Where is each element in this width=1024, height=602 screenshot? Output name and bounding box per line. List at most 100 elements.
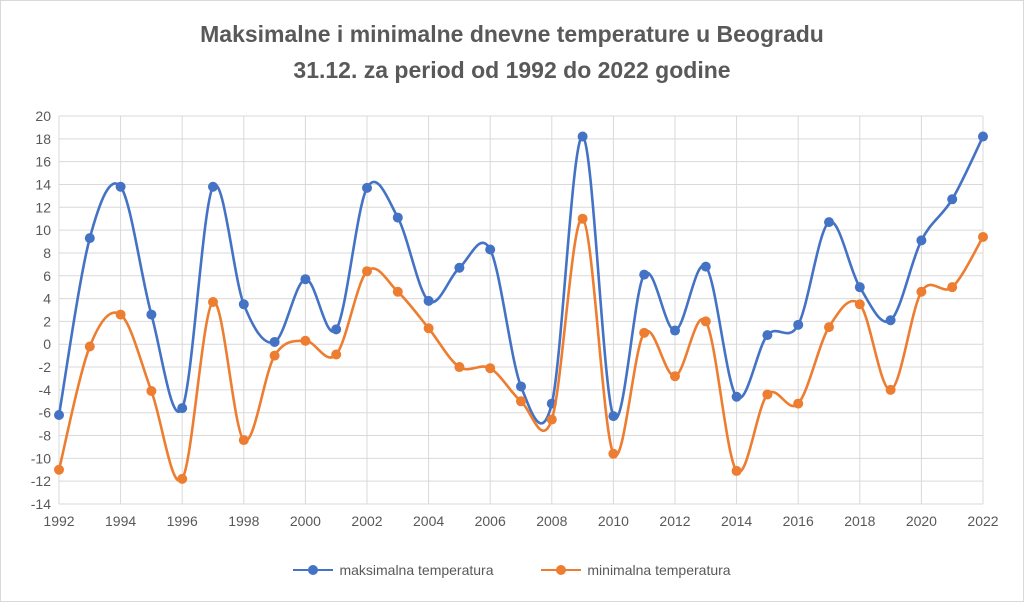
y-tick-label: 10: [35, 222, 51, 238]
min-point-2005: [454, 362, 465, 373]
min-point-2011: [639, 327, 650, 338]
y-tick-label: -14: [31, 496, 51, 512]
max-point-2005: [454, 262, 465, 273]
max-point-2015: [762, 330, 773, 341]
legend-entry-max: maksimalna temperatura: [293, 562, 494, 578]
max-point-2007: [516, 381, 526, 392]
min-point-1996: [177, 473, 188, 484]
x-tick-label: 1994: [105, 513, 136, 529]
max-point-1999: [269, 336, 280, 347]
legend: maksimalna temperatura minimalna tempera…: [1, 562, 1023, 579]
min-point-2018: [854, 299, 865, 310]
max-point-1997: [208, 181, 218, 192]
x-tick-label: 2008: [536, 513, 567, 529]
x-tick-label: 2020: [906, 513, 937, 529]
x-tick-label: 2000: [290, 513, 321, 529]
y-tick-label: 14: [35, 176, 51, 192]
min-point-1995: [146, 386, 157, 397]
min-point-1992: [54, 464, 64, 475]
max-point-2002: [362, 182, 372, 193]
min-point-2004: [423, 323, 434, 334]
min-point-1999: [269, 350, 280, 361]
chart-title-line-1: Maksimalne i minimalne dnevne temperatur…: [200, 21, 824, 47]
y-tick-label: 16: [35, 154, 51, 170]
y-tick-label: 6: [43, 268, 51, 284]
legend-label-max: maksimalna temperatura: [339, 562, 494, 578]
max-point-1998: [238, 299, 249, 310]
x-tick-label: 2012: [659, 513, 690, 529]
min-point-2022: [978, 231, 988, 242]
y-tick-label: 18: [35, 131, 51, 147]
min-point-2008: [546, 414, 557, 425]
y-tick-label: 0: [43, 336, 51, 352]
x-tick-label: 1996: [167, 513, 198, 529]
x-tick-label: 2006: [475, 513, 506, 529]
min-point-2001: [331, 349, 342, 360]
min-point-2012: [670, 371, 680, 382]
y-tick-label: 4: [43, 291, 51, 307]
y-tick-label: -8: [39, 428, 52, 444]
min-point-2013: [700, 316, 711, 327]
max-point-1995: [146, 309, 157, 320]
x-tick-label: 2010: [598, 513, 629, 529]
min-point-2020: [916, 286, 927, 297]
min-point-2010: [608, 448, 619, 459]
max-point-2016: [793, 319, 804, 330]
series-line-min: [57, 217, 985, 483]
min-point-2000: [300, 335, 311, 346]
max-point-2001: [331, 324, 342, 335]
x-tick-label: 1998: [228, 513, 259, 529]
max-point-2014: [731, 391, 742, 402]
x-tick-label: 2004: [413, 513, 444, 529]
max-point-2012: [670, 325, 680, 336]
max-point-1994: [115, 181, 126, 192]
y-tick-label: -10: [31, 450, 51, 466]
x-tick-label: 2016: [783, 513, 814, 529]
max-point-1996: [177, 403, 188, 414]
max-point-2022: [978, 131, 988, 142]
x-tick-label: 2002: [351, 513, 382, 529]
min-point-2015: [762, 389, 773, 400]
legend-swatch-max: [293, 564, 334, 576]
y-tick-label: 20: [35, 108, 51, 124]
max-point-2000: [300, 274, 311, 285]
max-point-2017: [824, 217, 834, 228]
min-point-2009: [577, 213, 588, 224]
min-point-1993: [84, 341, 95, 352]
x-tick-label: 2022: [967, 513, 998, 529]
min-point-2002: [362, 266, 372, 277]
legend-swatch-min: [541, 564, 582, 576]
y-tick-label: 2: [43, 313, 51, 329]
min-point-2019: [885, 384, 896, 395]
x-tick-label: 2014: [721, 513, 752, 529]
min-point-2021: [947, 282, 958, 293]
min-point-1997: [208, 297, 218, 308]
min-point-2016: [793, 398, 804, 409]
min-point-2003: [392, 286, 403, 297]
y-tick-label: -6: [39, 405, 52, 421]
min-point-2006: [485, 363, 496, 374]
legend-label-min: minimalna temperatura: [587, 562, 731, 578]
max-point-1993: [84, 233, 95, 244]
max-point-2021: [947, 194, 958, 205]
max-point-2013: [700, 261, 711, 272]
min-point-2007: [516, 396, 526, 407]
max-point-1992: [54, 409, 64, 420]
min-point-1994: [115, 309, 126, 320]
y-tick-label: 12: [35, 199, 51, 215]
x-tick-label: 2018: [844, 513, 875, 529]
max-point-2004: [423, 295, 434, 306]
legend-entry-min: minimalna temperatura: [541, 562, 731, 578]
y-tick-label: -12: [31, 473, 51, 489]
min-point-2017: [824, 322, 834, 333]
min-point-2014: [731, 465, 742, 476]
max-point-2020: [916, 235, 927, 246]
max-point-2019: [885, 315, 896, 326]
x-tick-label: 1992: [43, 513, 74, 529]
max-point-2011: [639, 269, 650, 280]
max-point-2006: [485, 244, 496, 255]
max-point-2010: [608, 411, 619, 422]
max-point-2009: [577, 131, 588, 142]
